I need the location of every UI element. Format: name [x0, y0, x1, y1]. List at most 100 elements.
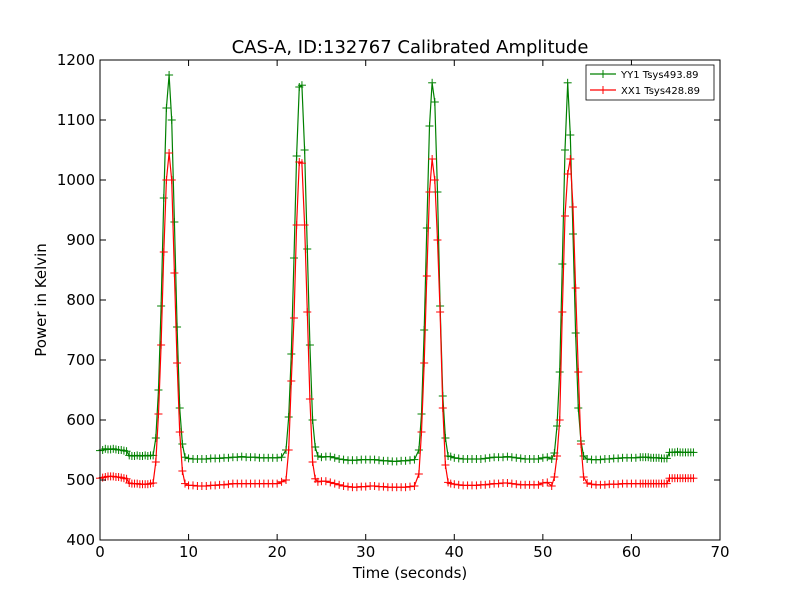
data-point: [303, 308, 312, 316]
data-point: [538, 479, 547, 487]
data-point: [485, 453, 494, 462]
data-point: [233, 453, 242, 462]
chart-title: CAS-A, ID:132767 Calibrated Amplitude: [232, 37, 589, 58]
data-point: [553, 452, 562, 460]
y-tick-label: 900: [66, 231, 95, 249]
data-point: [485, 480, 494, 489]
data-point: [433, 236, 442, 244]
data-point: [305, 341, 314, 349]
data-point: [576, 440, 585, 448]
data-point: [122, 447, 131, 456]
data-point: [438, 404, 447, 412]
data-point: [289, 314, 298, 322]
data-point: [224, 480, 233, 489]
legend: YY1 Tsys493.89 XX1 Tsys428.89: [585, 64, 715, 101]
data-point: [414, 470, 423, 478]
legend-label: YY1 Tsys493.89: [620, 70, 699, 81]
data-point: [167, 116, 176, 124]
data-point: [335, 455, 344, 463]
data-point: [401, 483, 410, 492]
data-point: [287, 377, 296, 385]
data-point: [157, 302, 166, 310]
data-point: [430, 98, 439, 106]
data-point: [430, 176, 439, 184]
x-tick-label: 60: [622, 543, 641, 561]
data-point: [289, 254, 298, 262]
data-point: [277, 453, 286, 462]
data-point: [561, 146, 569, 154]
x-axis-label: Time (seconds): [352, 564, 468, 582]
data-point: [330, 453, 339, 462]
y-tick-label: 1200: [57, 51, 95, 69]
data-point: [211, 481, 220, 490]
data-point: [558, 308, 567, 316]
data-point: [277, 477, 286, 486]
data-point: [162, 104, 171, 112]
data-point: [297, 159, 306, 168]
data-point: [335, 480, 344, 489]
x-tick-label: 20: [268, 543, 287, 561]
data-point: [154, 410, 163, 418]
data-point: [321, 477, 330, 486]
legend-item: XX1 Tsys428.89: [590, 86, 700, 97]
data-point: [507, 453, 516, 462]
plot-area: [96, 71, 698, 492]
data-point: [422, 224, 431, 232]
data-point: [568, 230, 577, 238]
data-point: [425, 188, 434, 196]
data-point: [202, 482, 211, 490]
data-point: [579, 473, 588, 481]
data-point: [436, 308, 445, 316]
data-point: [303, 245, 312, 253]
data-point: [425, 122, 434, 130]
data-point: [563, 170, 572, 178]
data-point: [476, 455, 485, 463]
data-point: [574, 404, 583, 412]
data-point: [410, 455, 419, 464]
data-point: [503, 479, 512, 487]
data-point: [571, 329, 580, 337]
data-point: [481, 454, 490, 463]
data-point: [370, 482, 379, 490]
data-point: [313, 452, 322, 460]
data-point: [543, 453, 552, 462]
data-point: [516, 454, 525, 463]
legend-box: [585, 64, 715, 101]
data-point: [300, 146, 309, 154]
data-point: [550, 473, 559, 481]
y-tick-label: 600: [66, 411, 95, 429]
data-point: [534, 455, 543, 463]
data-point: [689, 448, 698, 457]
y-tick-label: 700: [66, 351, 95, 369]
data-point: [499, 453, 507, 462]
data-point: [308, 416, 317, 424]
data-point: [406, 482, 414, 491]
data-point: [441, 461, 450, 469]
data-point: [631, 453, 640, 462]
data-point: [446, 479, 455, 488]
data-point: [428, 78, 437, 87]
data-point: [614, 454, 623, 463]
data-point: [555, 416, 564, 424]
data-point: [339, 455, 348, 464]
data-point: [450, 453, 459, 462]
y-axis-label: Power in Kelvin: [32, 243, 50, 357]
data-point: [284, 413, 293, 421]
data-point: [596, 455, 605, 464]
data-point: [507, 479, 516, 488]
data-point: [414, 446, 423, 454]
data-point: [555, 368, 564, 376]
data-point: [547, 482, 556, 490]
data-point: [151, 434, 160, 442]
data-point: [273, 479, 282, 488]
data-point: [441, 434, 450, 442]
data-point: [287, 350, 296, 358]
data-point: [454, 480, 463, 489]
data-point: [237, 452, 246, 461]
data-point: [273, 453, 282, 462]
data-point: [215, 454, 224, 463]
data-point: [547, 455, 556, 463]
data-point: [305, 395, 314, 403]
data-point: [170, 218, 179, 226]
